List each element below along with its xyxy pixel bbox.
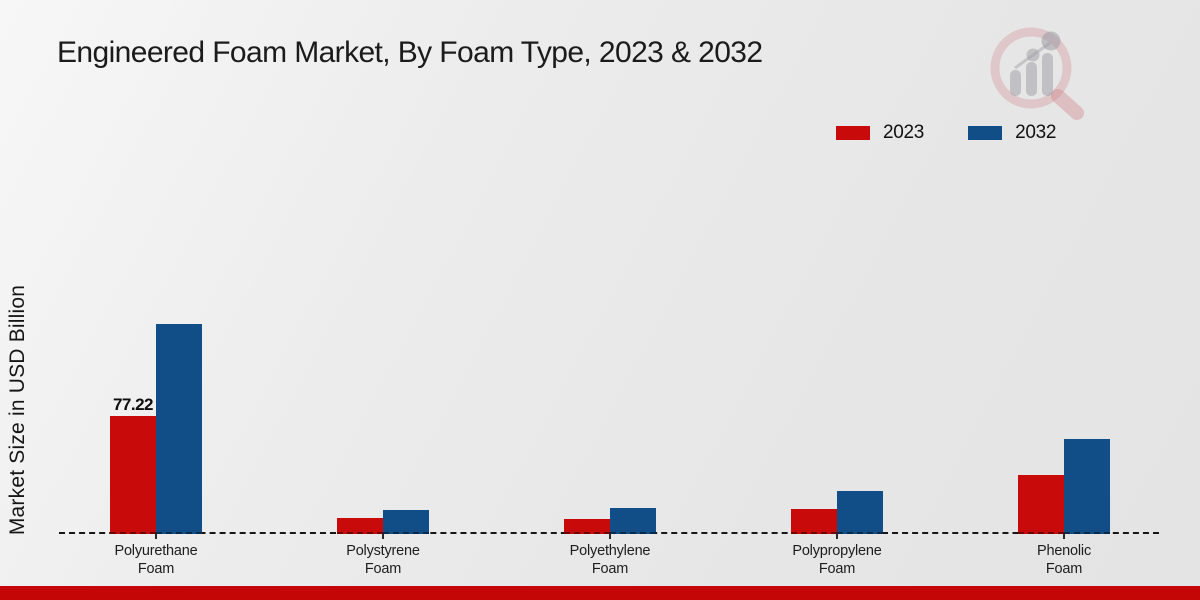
x-tick-label-polystyrene-foam: Polystyrene Foam	[346, 543, 420, 578]
y-axis-label: Market Size in USD Billion	[6, 284, 29, 536]
x-axis-tick	[1063, 534, 1065, 539]
x-axis-tick	[836, 534, 838, 539]
bar-2032-phenolic-foam	[1064, 439, 1110, 534]
bar-2023-polyurethane-foam	[110, 416, 156, 534]
x-tick-label-polypropylene-foam: Polypropylene Foam	[792, 543, 882, 578]
legend-item-2023: 2023	[836, 122, 924, 144]
baseline-overlay	[610, 532, 656, 534]
baseline-overlay	[383, 532, 429, 534]
bar-2023-polypropylene-foam	[791, 509, 837, 534]
x-tick-label-phenolic-foam: Phenolic Foam	[1036, 543, 1092, 578]
baseline-overlay	[564, 532, 610, 534]
legend: 2023 2032	[836, 122, 1056, 144]
legend-swatch-2032	[968, 126, 1003, 140]
baseline-overlay	[156, 532, 202, 534]
baseline-overlay	[337, 532, 383, 534]
bar-2032-polystyrene-foam	[383, 510, 429, 534]
x-axis-tick	[609, 534, 611, 539]
bar-2023-polyethylene-foam	[564, 519, 610, 534]
bar-2032-polyethylene-foam	[610, 508, 656, 534]
legend-label-2032: 2032	[1015, 122, 1057, 143]
footer-accent-bar	[0, 586, 1200, 600]
x-axis-tick	[382, 534, 384, 539]
baseline-overlay	[837, 532, 883, 534]
legend-item-2032: 2032	[968, 122, 1056, 144]
magnifier-bar-chart-logo-icon	[990, 27, 1084, 120]
baseline-overlay	[110, 532, 156, 534]
legend-label-2023: 2023	[883, 122, 925, 143]
x-tick-label-polyethylene-foam: Polyethylene Foam	[569, 543, 651, 578]
bar-2023-phenolic-foam	[1018, 475, 1064, 534]
bar-value-label: 77.22	[112, 395, 154, 414]
baseline-overlay	[1064, 532, 1110, 534]
baseline-overlay	[791, 532, 837, 534]
bar-2032-polypropylene-foam	[837, 491, 883, 534]
x-axis-tick	[155, 534, 157, 539]
bar-2032-polyurethane-foam	[156, 324, 202, 534]
baseline-overlay	[1018, 532, 1064, 534]
bar-2023-polystyrene-foam	[337, 518, 383, 534]
legend-swatch-2023	[836, 126, 870, 140]
chart-title: Engineered Foam Market, By Foam Type, 20…	[57, 36, 763, 69]
x-tick-label-polyurethane-foam: Polyurethane Foam	[114, 543, 198, 578]
